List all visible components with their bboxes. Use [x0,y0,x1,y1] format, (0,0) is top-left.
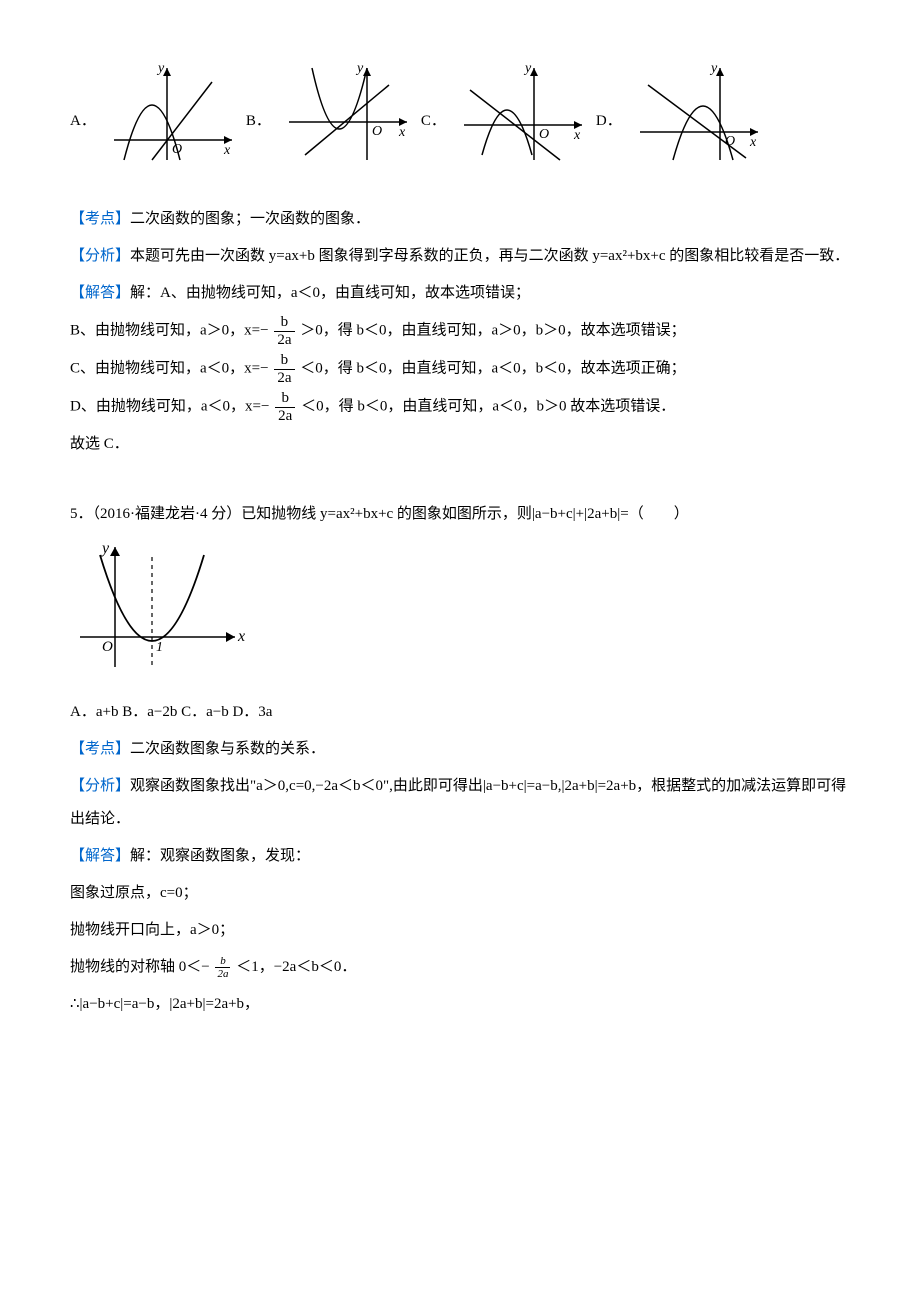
svg-text:x: x [749,135,757,150]
lineB-2: ＞0，得 b＜0，由直线可知，a＞0，b＞0，故本选项错误； [300,322,685,338]
q4-jieda-c: C、由抛物线可知，a＜0，x=− b2a ＜0，得 b＜0，由直线可知，a＜0，… [70,352,850,386]
opt-b-label: B． [246,105,271,138]
fenxi-label: 【分析】 [70,248,130,264]
q5-line2: 抛物线开口向上，a＞0； [70,914,850,947]
q4-fenxi: 【分析】本题可先由一次函数 y=ax+b 图象得到字母系数的正负，再与二次函数 … [70,240,850,273]
q4-kaodian: 【考点】二次函数的图象；一次函数的图象． [70,203,850,236]
lineB-1: B、由抛物线可知，a＞0，x=− [70,322,269,338]
q5-line3b: ＜1，−2a＜b＜0． [236,959,356,975]
q4-jieda-d: D、由抛物线可知，a＜0，x=− b2a ＜0，得 b＜0，由直线可知，a＜0，… [70,390,850,424]
frac-c: b2a [274,352,294,386]
svg-text:y: y [709,61,718,76]
q4-jieda-b: B、由抛物线可知，a＞0，x=− b2a ＞0，得 b＜0，由直线可知，a＞0，… [70,314,850,348]
frac-5: b2a [215,955,230,980]
q4-graph-c: y x O [452,60,592,183]
q5-line4: ∴|a−b+c|=a−b，|2a+b|=2a+b， [70,988,850,1021]
svg-text:x: x [223,143,231,158]
svg-text:y: y [100,540,110,557]
opt-a-label: A． [70,105,96,138]
q4-options-row: A． y x O B． y x O C． [70,60,850,183]
fenxi-text: 本题可先由一次函数 y=ax+b 图象得到字母系数的正负，再与二次函数 y=ax… [130,248,849,264]
q4-conclusion: 故选 C． [70,428,850,461]
lineC-2: ＜0，得 b＜0，由直线可知，a＜0，b＜0，故本选项正确； [300,360,685,376]
jieda-label-5: 【解答】 [70,848,130,864]
kaodian-text-5: 二次函数图象与系数的关系． [130,741,325,757]
svg-text:y: y [355,61,364,76]
frac-d: b2a [275,390,295,424]
opt-c-label: C． [421,105,446,138]
jieda-intro: 解：A、由抛物线可知，a＜0，由直线可知，故本选项错误； [130,285,530,301]
q5-graph: y x O 1 [70,537,850,690]
kaodian-label-5: 【考点】 [70,741,130,757]
fenxi-label-5: 【分析】 [70,778,130,794]
svg-text:O: O [372,124,382,139]
kaodian-label: 【考点】 [70,211,130,227]
svg-text:1: 1 [156,640,163,655]
svg-text:O: O [102,639,113,655]
q5-line1: 图象过原点，c=0； [70,877,850,910]
kaodian-text: 二次函数的图象；一次函数的图象． [130,211,370,227]
svg-text:x: x [237,628,245,645]
lineD-1: D、由抛物线可知，a＜0，x=− [70,398,269,414]
q4-graph-a: y x O [102,60,242,183]
opt-d-label: D． [596,105,622,138]
svg-text:O: O [539,127,549,142]
q4-graph-d: y x O [628,60,768,183]
q5-fenxi: 【分析】观察函数图象找出"a＞0,c=0,−2a＜b＜0",由此即可得出|a−b… [70,770,850,836]
fenxi-text-5: 观察函数图象找出"a＞0,c=0,−2a＜b＜0",由此即可得出|a−b+c|=… [70,778,846,827]
svg-text:x: x [573,128,581,143]
q5-kaodian: 【考点】二次函数图象与系数的关系． [70,733,850,766]
jieda-label: 【解答】 [70,285,130,301]
svg-text:y: y [523,61,532,76]
q4-jieda-a: 【解答】解：A、由抛物线可知，a＜0，由直线可知，故本选项错误； [70,277,850,310]
lineC-1: C、由抛物线可知，a＜0，x=− [70,360,269,376]
svg-text:x: x [398,125,406,140]
q5-jieda: 【解答】解：观察函数图象，发现： [70,840,850,873]
q5-options: A．a+b B．a−2b C．a−b D．3a [70,696,850,729]
frac-b: b2a [274,314,294,348]
jieda-intro-5: 解：观察函数图象，发现： [130,848,310,864]
q5-line3: 抛物线的对称轴 0＜− b2a ＜1，−2a＜b＜0． [70,951,850,984]
q5-stem: 5．（2016·福建龙岩·4 分）已知抛物线 y=ax²+bx+c 的图象如图所… [70,498,850,531]
q5-line3a: 抛物线的对称轴 0＜− [70,959,210,975]
q4-graph-b: y x O [277,60,417,183]
svg-text:y: y [156,61,165,76]
lineD-2: ＜0，得 b＜0，由直线可知，a＜0，b＞0 故本选项错误． [301,398,675,414]
